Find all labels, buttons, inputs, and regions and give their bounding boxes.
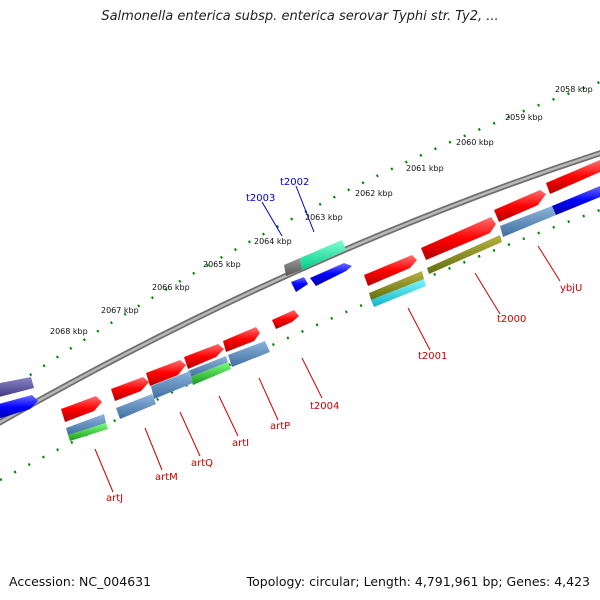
- feature-t2003-block[interactable]: [291, 263, 352, 292]
- feature-artI-red[interactable]: [184, 344, 224, 369]
- kbp-2067: 2067 kbp: [101, 306, 139, 315]
- kbp-2068: 2068 kbp: [50, 327, 88, 336]
- kbp-2065: 2065 kbp: [203, 260, 241, 269]
- gene-label-ybjU: ybjU: [560, 283, 582, 294]
- outer-tick-row: [0, 80, 600, 397]
- feature-ybjU-red-2[interactable]: [546, 160, 600, 194]
- feature-t2000-olive[interactable]: [427, 235, 502, 274]
- feature-artM-red[interactable]: [111, 377, 149, 401]
- gene-label-t2003: t2003: [246, 193, 275, 204]
- kbp-2062: 2062 kbp: [355, 189, 393, 198]
- feature-artQ-steel[interactable]: [151, 371, 193, 399]
- feature-t2001-cyan[interactable]: [371, 279, 426, 307]
- feature-t2001-olive[interactable]: [369, 271, 424, 300]
- kbp-2063: 2063 kbp: [305, 213, 343, 222]
- feature-ybjU-steel[interactable]: [500, 206, 556, 237]
- gene-label-t2000: t2000: [497, 314, 526, 325]
- gene-label-artI: artI: [232, 438, 249, 449]
- kbp-2059: 2059 kbp: [505, 113, 543, 122]
- kbp-2066: 2066 kbp: [152, 283, 190, 292]
- feature-artQ-red[interactable]: [146, 360, 186, 386]
- kbp-2061: 2061 kbp: [406, 164, 444, 173]
- accession-text: Accession: NC_004631: [9, 574, 152, 589]
- feature-t2000-red[interactable]: [421, 217, 496, 260]
- kbp-2060: 2060 kbp: [456, 138, 494, 147]
- feature-ybjU-red[interactable]: [494, 190, 546, 222]
- feature-artJ-red[interactable]: [61, 396, 102, 422]
- gene-labels: t2002 t2003 ybjU t2000 t2001 t2004 artP …: [106, 177, 582, 504]
- gene-label-t2002: t2002: [280, 177, 309, 188]
- feature-artM-steel[interactable]: [116, 394, 156, 419]
- inner-tick-row: [0, 208, 600, 482]
- gene-label-artQ: artQ: [191, 458, 213, 469]
- leader-lines: [94, 185, 561, 493]
- genome-summary-text: Topology: circular; Length: 4,791,961 bp…: [246, 574, 590, 589]
- feature-artI-steel[interactable]: [188, 356, 228, 377]
- feature-artP-red[interactable]: [223, 327, 260, 352]
- feature-ybjU-blue[interactable]: [552, 186, 600, 215]
- kbp-2064: 2064 kbp: [254, 237, 292, 246]
- gene-label-artP: artP: [270, 421, 290, 432]
- feature-t2002-block[interactable]: [284, 240, 346, 276]
- scale-labels: 2058 kbp 2059 kbp 2060 kbp 2061 kbp 2062…: [50, 85, 593, 336]
- gene-label-t2004: t2004: [310, 401, 339, 412]
- feature-upper-left-blue[interactable]: [0, 395, 38, 420]
- feature-t2004-red[interactable]: [272, 310, 299, 329]
- feature-artI-green[interactable]: [190, 362, 231, 385]
- kbp-2058: 2058 kbp: [555, 85, 593, 94]
- feature-upper-left-navy[interactable]: [0, 377, 34, 398]
- feature-t2001-red[interactable]: [364, 255, 417, 286]
- feature-artP-steel[interactable]: [228, 341, 270, 367]
- feature-artJ-green[interactable]: [68, 423, 108, 441]
- map-title: Salmonella enterica subsp. enterica sero…: [101, 9, 499, 24]
- gene-label-artM: artM: [155, 472, 178, 483]
- feature-artJ-steel[interactable]: [66, 414, 106, 435]
- gene-label-artJ: artJ: [106, 493, 123, 504]
- gene-label-t2001: t2001: [418, 351, 447, 362]
